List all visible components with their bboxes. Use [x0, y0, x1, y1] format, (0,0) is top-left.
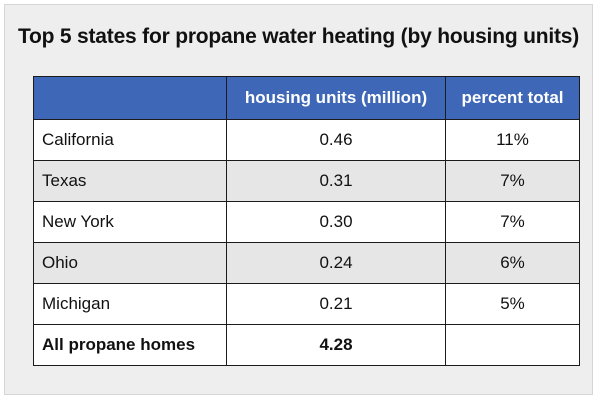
- header-cell-housing-units: housing units (million): [226, 76, 446, 120]
- percent-cell: 5%: [445, 283, 580, 325]
- percent-cell: 7%: [445, 160, 580, 202]
- total-row: All propane homes 4.28: [33, 324, 580, 366]
- data-table: housing units (million) percent total Ca…: [33, 76, 580, 366]
- table-row: New York 0.30 7%: [33, 201, 580, 243]
- table-row: Texas 0.31 7%: [33, 160, 580, 202]
- table-row: California 0.46 11%: [33, 119, 580, 161]
- header-row: housing units (million) percent total: [33, 76, 580, 120]
- state-cell: Ohio: [33, 242, 227, 284]
- total-percent-cell: [445, 324, 580, 366]
- housing-units-cell: 0.30: [226, 201, 446, 243]
- percent-cell: 11%: [445, 119, 580, 161]
- state-cell: California: [33, 119, 227, 161]
- housing-units-cell: 0.46: [226, 119, 446, 161]
- header-cell-state: [33, 76, 227, 120]
- state-cell: Michigan: [33, 283, 227, 325]
- header-cell-percent: percent total: [445, 76, 580, 120]
- table-row: Ohio 0.24 6%: [33, 242, 580, 284]
- state-cell: New York: [33, 201, 227, 243]
- percent-cell: 6%: [445, 242, 580, 284]
- housing-units-cell: 0.24: [226, 242, 446, 284]
- total-label-cell: All propane homes: [33, 324, 227, 366]
- housing-units-cell: 0.31: [226, 160, 446, 202]
- state-cell: Texas: [33, 160, 227, 202]
- total-housing-units-cell: 4.28: [226, 324, 446, 366]
- chart-card: Top 5 states for propane water heating (…: [4, 4, 593, 395]
- chart-title: Top 5 states for propane water heating (…: [17, 25, 580, 48]
- table-row: Michigan 0.21 5%: [33, 283, 580, 325]
- housing-units-cell: 0.21: [226, 283, 446, 325]
- percent-cell: 7%: [445, 201, 580, 243]
